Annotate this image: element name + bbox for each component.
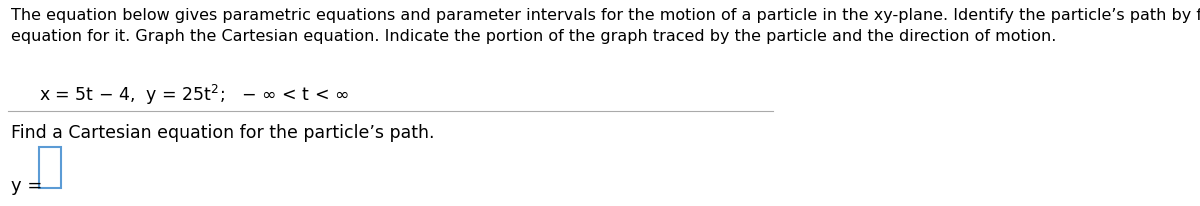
- Text: Find a Cartesian equation for the particle’s path.: Find a Cartesian equation for the partic…: [11, 123, 434, 141]
- Text: y =: y =: [11, 176, 42, 194]
- Text: The equation below gives parametric equations and parameter intervals for the mo: The equation below gives parametric equa…: [11, 7, 1200, 43]
- Text: x = 5t $-$ 4,  y = 25t$^2$;   $-$ $\infty$ < t < $\infty$: x = 5t $-$ 4, y = 25t$^2$; $-$ $\infty$ …: [38, 83, 348, 107]
- FancyBboxPatch shape: [38, 148, 60, 188]
